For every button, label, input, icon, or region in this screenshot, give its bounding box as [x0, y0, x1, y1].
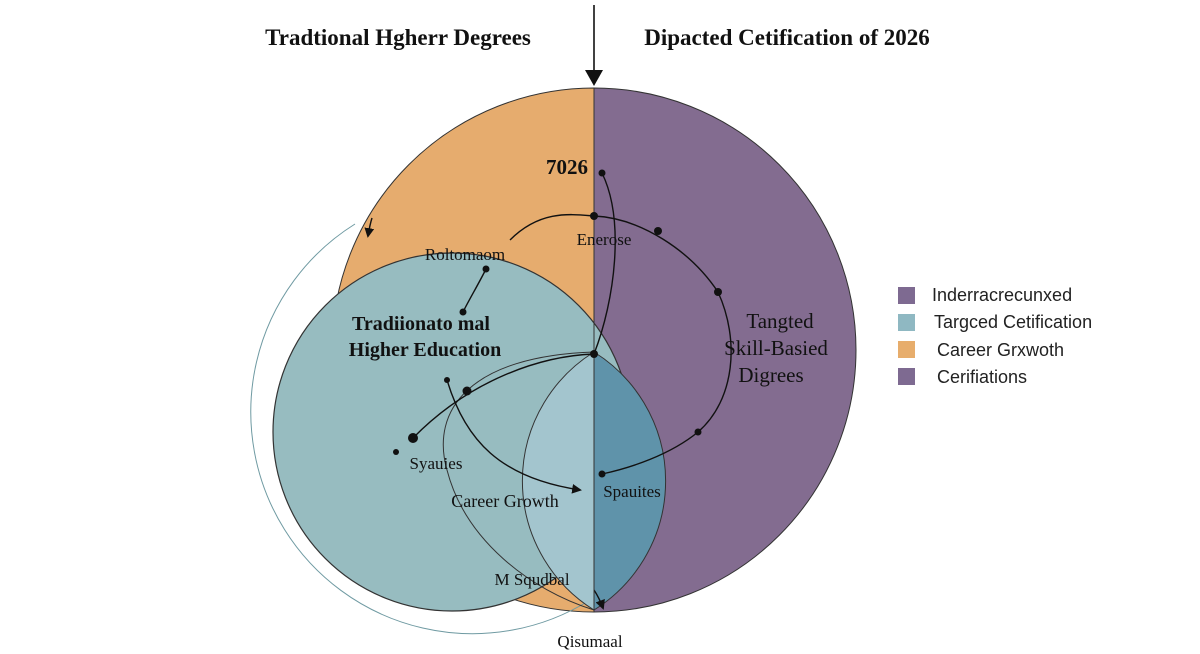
legend-swatch-3 [898, 341, 915, 358]
legend-swatch-1 [898, 287, 915, 304]
right-main-label-line3: Digrees [738, 363, 803, 387]
node-dot [408, 433, 418, 443]
enerose-label: Enerose [577, 230, 632, 249]
top-year-label: 7026 [546, 155, 588, 179]
legend-label-3: Career Grxwoth [937, 340, 1064, 360]
legend: Inderracrecunxed Targced Cetification Ca… [898, 285, 1092, 387]
legend-label-1: Inderracrecunxed [932, 285, 1072, 305]
legend-swatch-4 [898, 368, 915, 385]
legend-label-2: Targced Cetification [934, 312, 1092, 332]
node-dot [462, 386, 472, 396]
left-main-label-line1: Tradiionato mal [352, 313, 490, 335]
node-dot [654, 227, 662, 235]
node-dot [590, 350, 598, 358]
right-title: Dipacted Cetification of 2026 [644, 25, 930, 50]
flow-arrow-upper-left [364, 217, 375, 238]
node-dot [482, 265, 490, 273]
spauites-label: Spauites [603, 482, 661, 501]
node-dot [598, 470, 606, 478]
node-dot [714, 288, 722, 296]
legend-swatch-2 [898, 314, 915, 331]
flow-arrow-bottom [593, 589, 605, 610]
qisumaal-label: Qisumaal [557, 632, 622, 651]
right-main-label-line2: Skill-Basied [724, 336, 828, 360]
legend-label-4: Cerifiations [937, 367, 1027, 387]
node-dot [444, 377, 450, 383]
node-dot [459, 308, 467, 316]
node-dot [393, 449, 399, 455]
roltomaom-label: Roltomaom [425, 245, 505, 264]
lower-lobe-right [593, 351, 667, 611]
flow-roltomaom [462, 268, 487, 313]
left-main-label-line2: Higher Education [349, 339, 501, 361]
lower-lobe-outline [442, 351, 595, 611]
right-main-label-line1: Tangted [746, 309, 814, 333]
flow-curve-career [446, 379, 582, 494]
career-growth-label: Career Growth [451, 491, 558, 511]
left-title: Tradtional Hgherr Degrees [265, 25, 531, 50]
syauies-label: Syauies [410, 454, 463, 473]
teal-inner-lens [250, 223, 591, 635]
lower-lobe-left [521, 351, 595, 611]
node-dot [694, 428, 702, 436]
top-center-arrow-head [585, 70, 603, 86]
m-squdbal-label: M Squdbal [494, 570, 569, 589]
node-dot [590, 212, 598, 220]
node-dot [598, 169, 606, 177]
